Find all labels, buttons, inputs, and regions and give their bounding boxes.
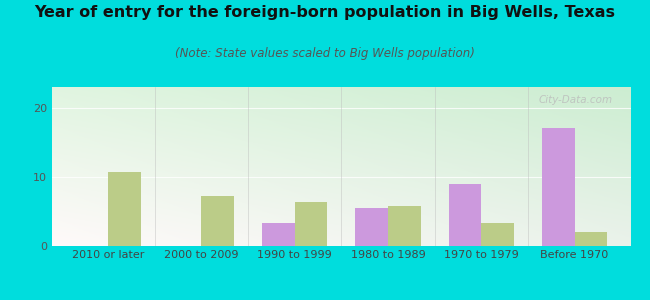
Bar xyxy=(356,208,388,246)
Bar xyxy=(108,172,140,246)
Text: City-Data.com: City-Data.com xyxy=(539,95,613,105)
Bar xyxy=(202,196,234,246)
Bar xyxy=(294,202,327,246)
Text: (Note: State values scaled to Big Wells population): (Note: State values scaled to Big Wells … xyxy=(175,46,475,59)
Bar xyxy=(388,206,421,246)
Bar xyxy=(542,128,575,246)
Text: Year of entry for the foreign-born population in Big Wells, Texas: Year of entry for the foreign-born popul… xyxy=(34,4,616,20)
Bar xyxy=(575,232,607,246)
Bar xyxy=(448,184,481,246)
Bar xyxy=(262,223,294,246)
Bar xyxy=(481,223,514,246)
